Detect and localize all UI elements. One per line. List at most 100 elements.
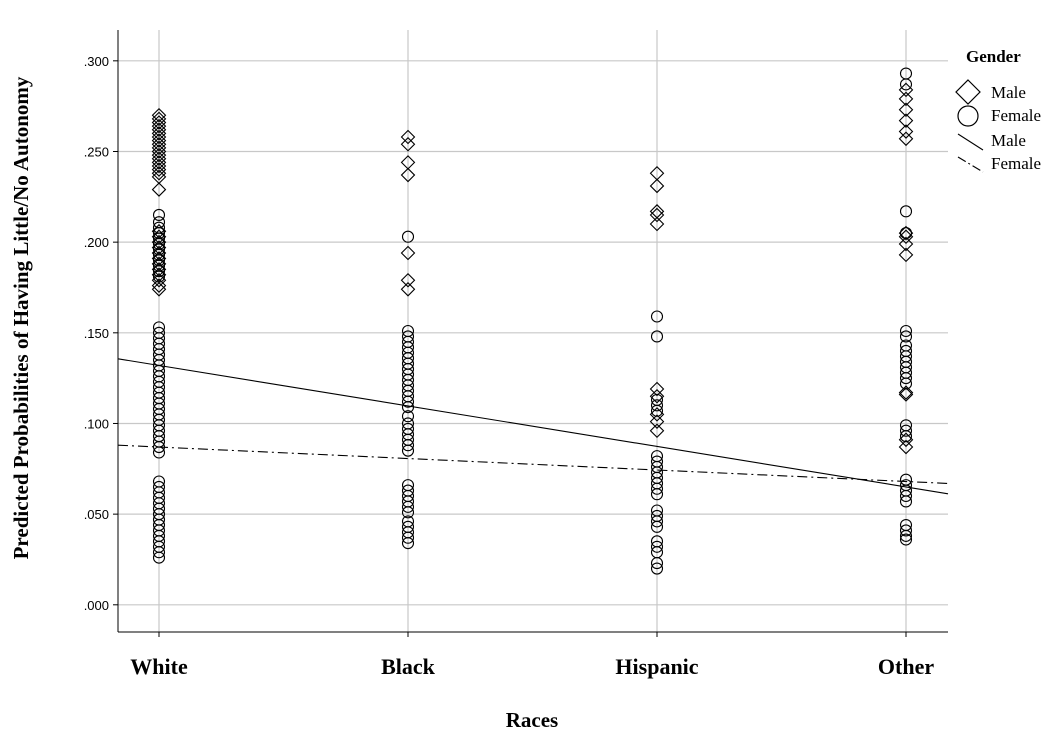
y-tick-labels: .000 .050 .100 .150 .200 .250 .300 bbox=[84, 54, 118, 613]
x-category-labels: White Black Hispanic Other bbox=[130, 632, 934, 679]
diamond-point bbox=[649, 178, 665, 194]
circle-point bbox=[401, 395, 415, 408]
diamond-point bbox=[151, 182, 167, 197]
circle-point bbox=[899, 78, 913, 91]
diamond-point bbox=[151, 140, 167, 156]
circle-point bbox=[650, 404, 664, 417]
legend-solid-line-icon bbox=[957, 133, 984, 151]
diamond-point bbox=[151, 162, 167, 177]
legend-label-male-line: Male bbox=[991, 131, 1026, 150]
circle-point bbox=[899, 330, 913, 343]
grid-lines bbox=[118, 30, 948, 632]
circle-point bbox=[650, 515, 664, 528]
diamond-point bbox=[151, 144, 167, 159]
fit-line-female bbox=[117, 444, 949, 484]
legend-label-female-marker: Female bbox=[991, 106, 1041, 125]
circle-point bbox=[401, 500, 415, 513]
diamond-point bbox=[151, 165, 167, 181]
circle-point bbox=[401, 531, 415, 544]
diamond-point bbox=[649, 407, 665, 422]
diamond-point bbox=[151, 151, 167, 167]
circle-point bbox=[899, 377, 913, 390]
circle-point bbox=[152, 546, 166, 559]
diamond-point bbox=[151, 272, 167, 288]
circle-point bbox=[899, 533, 913, 546]
fit-lines bbox=[117, 358, 949, 495]
y-tick-label: .000 bbox=[84, 598, 109, 613]
circle-point bbox=[152, 270, 166, 283]
legend: Gender Male Female Male Female bbox=[955, 47, 1041, 173]
axes bbox=[117, 30, 948, 633]
diamond-point bbox=[151, 126, 167, 141]
circle-point bbox=[899, 372, 913, 385]
diamond-point bbox=[649, 216, 665, 232]
circle-point bbox=[899, 495, 913, 508]
x-category-label: Other bbox=[878, 654, 934, 679]
diamond-point bbox=[151, 282, 167, 297]
diamond-point bbox=[898, 439, 914, 455]
circle-point bbox=[650, 310, 664, 323]
legend-circle-icon bbox=[957, 105, 979, 127]
y-tick-label: .150 bbox=[84, 326, 109, 341]
x-category-label: Black bbox=[381, 654, 436, 679]
circle-point bbox=[650, 562, 664, 575]
circle-point bbox=[401, 506, 415, 519]
circle-point bbox=[650, 399, 664, 412]
data-points bbox=[151, 67, 914, 575]
circle-point bbox=[899, 489, 913, 503]
diamond-point bbox=[898, 225, 914, 241]
diamond-point bbox=[151, 122, 167, 138]
fit-line-male bbox=[117, 358, 949, 495]
circle-point bbox=[650, 330, 664, 343]
circle-point bbox=[650, 520, 664, 533]
diamond-point bbox=[400, 129, 416, 145]
legend-diamond-icon bbox=[955, 79, 981, 105]
diamond-point bbox=[400, 167, 416, 183]
diamond-point bbox=[400, 282, 416, 297]
diamond-point bbox=[151, 118, 167, 134]
diamond-point bbox=[898, 131, 914, 147]
diamond-point bbox=[898, 432, 914, 448]
diamond-point bbox=[400, 245, 416, 261]
diamond-point bbox=[898, 124, 914, 139]
diamond-point bbox=[151, 278, 167, 293]
circle-point bbox=[401, 537, 415, 550]
diamond-point bbox=[151, 115, 167, 130]
diamond-point bbox=[151, 111, 167, 127]
circle-point bbox=[650, 482, 664, 495]
y-tick-label: .300 bbox=[84, 54, 109, 69]
circle-point bbox=[650, 488, 664, 501]
diamond-point bbox=[151, 107, 167, 123]
diamond-point bbox=[898, 236, 914, 252]
diamond-point bbox=[898, 113, 914, 128]
circle-point bbox=[401, 410, 415, 423]
circle-point bbox=[650, 557, 664, 570]
diamond-point bbox=[649, 423, 665, 439]
diamond-point bbox=[400, 136, 416, 152]
circle-point bbox=[899, 424, 913, 437]
y-tick-label: .250 bbox=[84, 144, 109, 159]
diamond-point bbox=[649, 388, 665, 404]
diamond-point bbox=[151, 155, 167, 170]
circle-point bbox=[899, 529, 913, 542]
y-tick-label: .200 bbox=[84, 235, 109, 250]
circle-point bbox=[401, 230, 415, 243]
legend-label-female-line: Female bbox=[991, 154, 1041, 173]
diamond-point bbox=[649, 381, 665, 397]
circle-point bbox=[650, 540, 664, 553]
x-category-label: Hispanic bbox=[615, 654, 698, 679]
diamond-point bbox=[898, 387, 914, 402]
x-category-label: White bbox=[130, 654, 188, 679]
y-axis-title: Predicted Probabilities of Having Little… bbox=[9, 76, 33, 559]
circle-point bbox=[899, 430, 913, 443]
diamond-point bbox=[898, 385, 914, 400]
circle-point bbox=[152, 551, 166, 564]
diamond-point bbox=[649, 414, 665, 429]
diamond-point bbox=[898, 229, 914, 244]
x-axis-title: Races bbox=[506, 708, 558, 732]
circle-point bbox=[899, 324, 913, 338]
diamond-point bbox=[898, 247, 914, 263]
diamond-point bbox=[898, 102, 914, 118]
circle-point bbox=[152, 208, 166, 222]
